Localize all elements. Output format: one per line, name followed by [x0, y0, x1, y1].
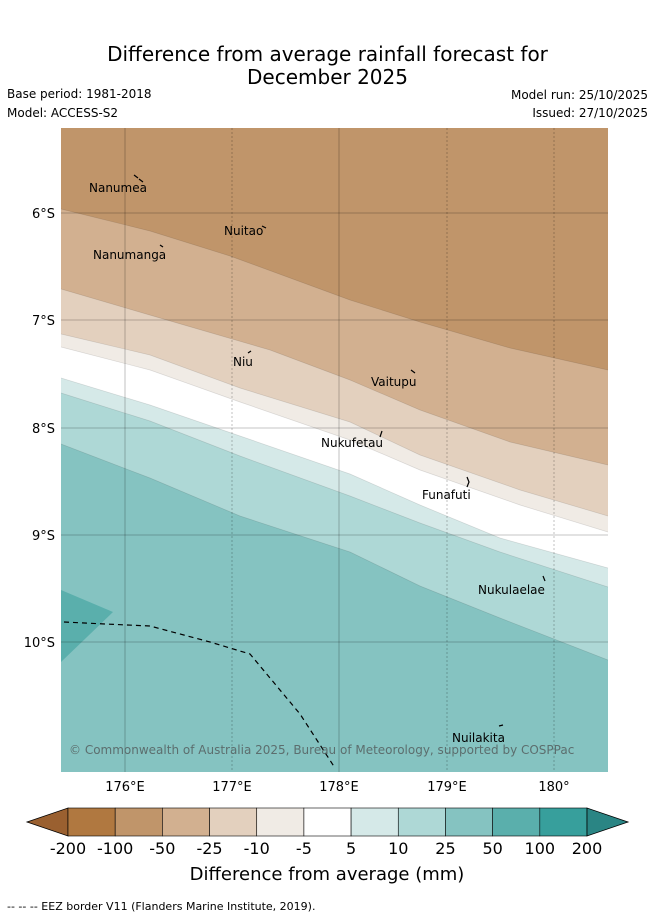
place-funafuti: Funafuti [422, 488, 471, 502]
colorbar-title: Difference from average (mm) [190, 864, 465, 885]
colorbar-tick-label: 200 [572, 839, 603, 858]
colorbar-tick-label: -10 [244, 839, 270, 858]
colorbar-extend-high [586, 807, 630, 837]
lon-axis: 176°E 177°E 178°E 179°E 180° [105, 780, 569, 795]
colorbar-cell [303, 807, 352, 837]
colorbar-tick-label: 10 [388, 839, 408, 858]
island-nanumea-shape [133, 174, 144, 183]
lat-label-10s: 10°S [24, 636, 55, 651]
colorbar-tick-label: 100 [525, 839, 556, 858]
band-minus100-minus50 [61, 128, 608, 370]
place-nanumea: Nanumea [89, 181, 147, 195]
lat-label-9s: 9°S [32, 529, 55, 544]
lon-label-178e: 178°E [319, 780, 359, 795]
island-nuilakita-shape [498, 724, 504, 727]
lat-label-6s: 6°S [32, 207, 55, 222]
colorbar-tick-label: 25 [435, 839, 455, 858]
colorbar-cell [539, 807, 588, 837]
colorbar-cell [492, 807, 541, 837]
island-nukufetau-shape [379, 430, 383, 438]
colorbar-cell [67, 807, 116, 837]
lat-axis: 6°S 7°S 8°S 9°S 10°S [24, 207, 55, 651]
eez-border [63, 621, 336, 769]
rainfall-map: Nanumea Nuitao Nanumanga Niu Vaitupu Nuk… [61, 128, 608, 772]
base-period: Base period: 1981-2018 [7, 87, 152, 101]
lon-label-176e: 176°E [105, 780, 145, 795]
island-niu-shape [247, 350, 252, 354]
colorbar-cell [209, 807, 258, 837]
place-nuilakita: Nuilakita [452, 731, 505, 745]
place-niu: Niu [233, 355, 253, 369]
colorbar-tick-label: -100 [97, 839, 133, 858]
island-nukulaelae-shape [542, 575, 546, 582]
lon-label-177e: 177°E [212, 780, 252, 795]
place-nuitao: Nuitao [224, 224, 263, 238]
lat-label-7s: 7°S [32, 314, 55, 329]
colorbar-tick-label: -5 [296, 839, 312, 858]
place-nukufetau: Nukufetau [321, 436, 383, 450]
colorbar-cell [397, 807, 446, 837]
island-vaitupu-shape [410, 369, 416, 374]
model-run: Model run: 25/10/2025 [510, 88, 648, 102]
colorbar-cell [256, 807, 305, 837]
issued-date: Issued: 27/10/2025 [532, 106, 648, 120]
islands [133, 174, 546, 727]
colorbar-cell [445, 807, 493, 837]
colorbar: -200 -100 -50 -25 -10 -5 5 10 25 50 100 200 Differe… [25, 807, 630, 885]
island-nanumanga-shape [159, 244, 164, 248]
colorbar-tick-label: -50 [149, 839, 175, 858]
eez-legend: -- -- -- EEZ border V11 (Flanders Marine… [7, 900, 316, 913]
island-funafuti-shape [466, 476, 470, 488]
contour-lines [61, 208, 608, 661]
colorbar-tick-label: 5 [346, 839, 356, 858]
colorbar-tick-label: -25 [196, 839, 222, 858]
model-name: Model: ACCESS-S2 [7, 106, 119, 120]
lon-label-179e: 179°E [427, 780, 467, 795]
colorbar-extend-low [25, 807, 69, 837]
colorbar-cell [114, 807, 163, 837]
copyright-notice: © Commonwealth of Australia 2025, Bureau… [69, 743, 574, 757]
lat-label-8s: 8°S [32, 422, 55, 437]
colorbar-cell [162, 807, 210, 837]
lon-label-180: 180° [538, 780, 569, 795]
colorbar-cell [350, 807, 399, 837]
island-nuitao-shape [261, 225, 267, 229]
colorbar-tick-label: -200 [50, 839, 86, 858]
grid-lines [61, 128, 608, 772]
place-nanumanga: Nanumanga [93, 248, 166, 262]
band-50-100 [61, 590, 113, 662]
chart-title-line2: December 2025 [247, 65, 408, 89]
place-vaitupu: Vaitupu [371, 375, 417, 389]
colorbar-tick-label: 50 [482, 839, 502, 858]
chart-title-line1: Difference from average rainfall forecas… [107, 42, 548, 66]
place-nukulaelae: Nukulaelae [478, 583, 545, 597]
